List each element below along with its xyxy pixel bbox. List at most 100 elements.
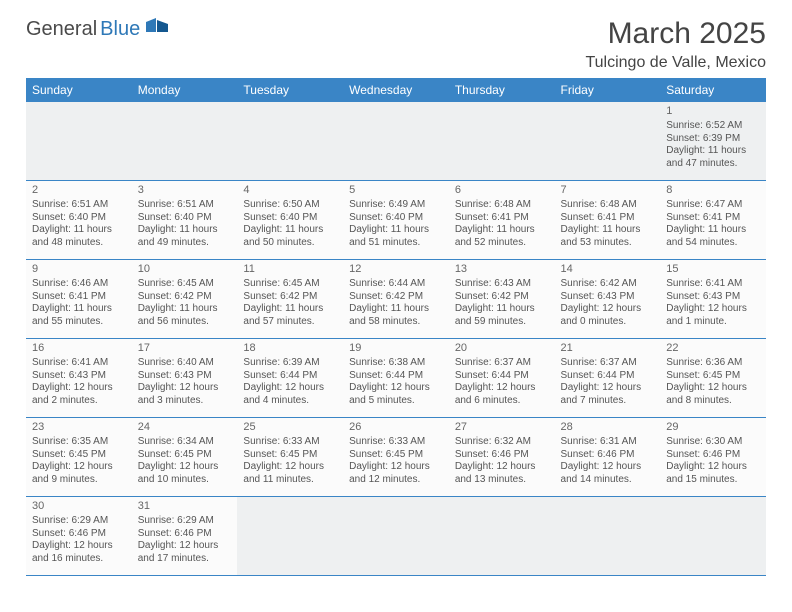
day-number: 18	[243, 342, 337, 356]
month-title: March 2025	[585, 18, 766, 50]
daylight-text: Daylight: 12 hours and 15 minutes.	[666, 461, 760, 486]
daylight-text: Daylight: 12 hours and 1 minute.	[666, 303, 760, 328]
calendar-day-cell: 4Sunrise: 6:50 AMSunset: 6:40 PMDaylight…	[237, 180, 343, 259]
sunset-text: Sunset: 6:45 PM	[138, 449, 232, 462]
daylight-text: Daylight: 12 hours and 8 minutes.	[666, 382, 760, 407]
calendar-day-cell: 23Sunrise: 6:35 AMSunset: 6:45 PMDayligh…	[26, 417, 132, 496]
sunset-text: Sunset: 6:40 PM	[138, 212, 232, 225]
day-number: 25	[243, 421, 337, 435]
calendar-body: 1Sunrise: 6:52 AMSunset: 6:39 PMDaylight…	[26, 102, 766, 576]
calendar-page: General Blue March 2025 Tulcingo de Vall…	[0, 0, 792, 586]
sunrise-text: Sunrise: 6:29 AM	[138, 515, 232, 528]
day-number: 19	[349, 342, 443, 356]
calendar-day-cell: 30Sunrise: 6:29 AMSunset: 6:46 PMDayligh…	[26, 496, 132, 575]
sunset-text: Sunset: 6:46 PM	[32, 528, 126, 541]
calendar-day-cell	[555, 102, 661, 181]
sunset-text: Sunset: 6:42 PM	[243, 291, 337, 304]
day-number: 10	[138, 263, 232, 277]
calendar-day-cell: 21Sunrise: 6:37 AMSunset: 6:44 PMDayligh…	[555, 338, 661, 417]
calendar-day-cell	[343, 496, 449, 575]
sunset-text: Sunset: 6:45 PM	[243, 449, 337, 462]
calendar-week-row: 1Sunrise: 6:52 AMSunset: 6:39 PMDaylight…	[26, 102, 766, 181]
daylight-text: Daylight: 12 hours and 13 minutes.	[455, 461, 549, 486]
daylight-text: Daylight: 12 hours and 9 minutes.	[32, 461, 126, 486]
calendar-day-cell: 24Sunrise: 6:34 AMSunset: 6:45 PMDayligh…	[132, 417, 238, 496]
sunset-text: Sunset: 6:40 PM	[349, 212, 443, 225]
daylight-text: Daylight: 12 hours and 2 minutes.	[32, 382, 126, 407]
calendar-day-cell: 18Sunrise: 6:39 AMSunset: 6:44 PMDayligh…	[237, 338, 343, 417]
calendar-week-row: 30Sunrise: 6:29 AMSunset: 6:46 PMDayligh…	[26, 496, 766, 575]
day-number: 9	[32, 263, 126, 277]
header: General Blue March 2025 Tulcingo de Vall…	[26, 18, 766, 72]
calendar-day-cell: 1Sunrise: 6:52 AMSunset: 6:39 PMDaylight…	[660, 102, 766, 181]
daylight-text: Daylight: 12 hours and 10 minutes.	[138, 461, 232, 486]
daylight-text: Daylight: 12 hours and 4 minutes.	[243, 382, 337, 407]
sunset-text: Sunset: 6:41 PM	[455, 212, 549, 225]
sunset-text: Sunset: 6:45 PM	[666, 370, 760, 383]
sunset-text: Sunset: 6:46 PM	[138, 528, 232, 541]
day-number: 2	[32, 184, 126, 198]
calendar-day-cell: 22Sunrise: 6:36 AMSunset: 6:45 PMDayligh…	[660, 338, 766, 417]
sunset-text: Sunset: 6:45 PM	[349, 449, 443, 462]
sunset-text: Sunset: 6:46 PM	[666, 449, 760, 462]
calendar-day-cell: 14Sunrise: 6:42 AMSunset: 6:43 PMDayligh…	[555, 259, 661, 338]
title-block: March 2025 Tulcingo de Valle, Mexico	[585, 18, 766, 72]
calendar-day-cell	[449, 102, 555, 181]
calendar-day-cell	[555, 496, 661, 575]
day-number: 12	[349, 263, 443, 277]
daylight-text: Daylight: 12 hours and 5 minutes.	[349, 382, 443, 407]
sunrise-text: Sunrise: 6:38 AM	[349, 357, 443, 370]
calendar-day-cell	[660, 496, 766, 575]
brand-blue: Blue	[100, 18, 140, 41]
sunset-text: Sunset: 6:42 PM	[138, 291, 232, 304]
calendar-day-cell: 16Sunrise: 6:41 AMSunset: 6:43 PMDayligh…	[26, 338, 132, 417]
sunset-text: Sunset: 6:43 PM	[32, 370, 126, 383]
day-number: 28	[561, 421, 655, 435]
sunrise-text: Sunrise: 6:47 AM	[666, 199, 760, 212]
sunrise-text: Sunrise: 6:51 AM	[32, 199, 126, 212]
sunrise-text: Sunrise: 6:37 AM	[561, 357, 655, 370]
calendar-day-cell: 17Sunrise: 6:40 AMSunset: 6:43 PMDayligh…	[132, 338, 238, 417]
day-number: 23	[32, 421, 126, 435]
daylight-text: Daylight: 12 hours and 16 minutes.	[32, 540, 126, 565]
daylight-text: Daylight: 11 hours and 55 minutes.	[32, 303, 126, 328]
daylight-text: Daylight: 11 hours and 47 minutes.	[666, 145, 760, 170]
calendar-week-row: 9Sunrise: 6:46 AMSunset: 6:41 PMDaylight…	[26, 259, 766, 338]
sunrise-text: Sunrise: 6:45 AM	[243, 278, 337, 291]
day-number: 3	[138, 184, 232, 198]
sunrise-text: Sunrise: 6:39 AM	[243, 357, 337, 370]
daylight-text: Daylight: 11 hours and 53 minutes.	[561, 224, 655, 249]
calendar-day-cell	[237, 102, 343, 181]
sunset-text: Sunset: 6:44 PM	[561, 370, 655, 383]
day-number: 20	[455, 342, 549, 356]
sunrise-text: Sunrise: 6:32 AM	[455, 436, 549, 449]
daylight-text: Daylight: 11 hours and 59 minutes.	[455, 303, 549, 328]
weekday-header: Wednesday	[343, 78, 449, 102]
calendar-day-cell	[132, 102, 238, 181]
flag-icon	[146, 18, 172, 41]
sunrise-text: Sunrise: 6:33 AM	[243, 436, 337, 449]
sunrise-text: Sunrise: 6:36 AM	[666, 357, 760, 370]
day-number: 5	[349, 184, 443, 198]
calendar-day-cell: 13Sunrise: 6:43 AMSunset: 6:42 PMDayligh…	[449, 259, 555, 338]
calendar-week-row: 2Sunrise: 6:51 AMSunset: 6:40 PMDaylight…	[26, 180, 766, 259]
weekday-header: Monday	[132, 78, 238, 102]
day-number: 4	[243, 184, 337, 198]
calendar-day-cell: 27Sunrise: 6:32 AMSunset: 6:46 PMDayligh…	[449, 417, 555, 496]
location-subtitle: Tulcingo de Valle, Mexico	[585, 54, 766, 72]
sunrise-text: Sunrise: 6:43 AM	[455, 278, 549, 291]
calendar-day-cell: 2Sunrise: 6:51 AMSunset: 6:40 PMDaylight…	[26, 180, 132, 259]
sunset-text: Sunset: 6:40 PM	[32, 212, 126, 225]
calendar-day-cell	[237, 496, 343, 575]
sunrise-text: Sunrise: 6:29 AM	[32, 515, 126, 528]
sunset-text: Sunset: 6:43 PM	[138, 370, 232, 383]
sunrise-text: Sunrise: 6:31 AM	[561, 436, 655, 449]
day-number: 21	[561, 342, 655, 356]
daylight-text: Daylight: 11 hours and 50 minutes.	[243, 224, 337, 249]
calendar-day-cell: 6Sunrise: 6:48 AMSunset: 6:41 PMDaylight…	[449, 180, 555, 259]
sunset-text: Sunset: 6:44 PM	[243, 370, 337, 383]
daylight-text: Daylight: 12 hours and 12 minutes.	[349, 461, 443, 486]
calendar-header-row: Sunday Monday Tuesday Wednesday Thursday…	[26, 78, 766, 102]
calendar-day-cell: 31Sunrise: 6:29 AMSunset: 6:46 PMDayligh…	[132, 496, 238, 575]
calendar-day-cell	[449, 496, 555, 575]
